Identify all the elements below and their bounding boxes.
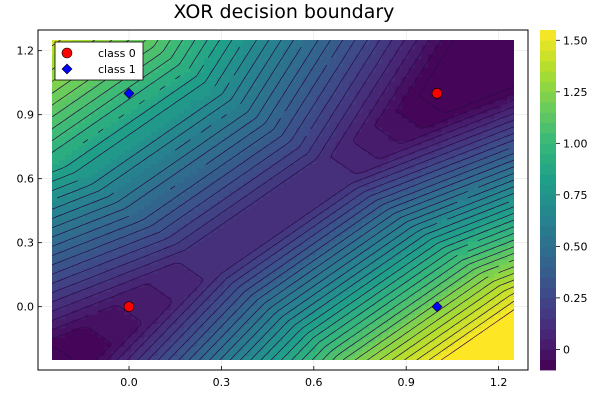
colorbar-band bbox=[540, 256, 556, 268]
point-class-0 bbox=[123, 301, 135, 312]
colorbar-band bbox=[540, 122, 556, 134]
colorbar-band bbox=[540, 215, 556, 227]
x-axis-ticks: 0.0 0.3 0.6 0.9 1.2 bbox=[120, 366, 507, 389]
contour-line bbox=[52, 40, 514, 360]
contour-fill bbox=[52, 40, 514, 360]
x-tick-label: 0.6 bbox=[305, 376, 323, 389]
colorbar-band bbox=[540, 184, 556, 196]
x-tick-label: 1.2 bbox=[490, 376, 508, 389]
colorbar-band bbox=[540, 266, 556, 278]
y-tick-label: 0.3 bbox=[17, 237, 35, 250]
colorbar-band bbox=[540, 60, 556, 72]
contour-line bbox=[52, 40, 514, 360]
colorbar-band bbox=[540, 143, 556, 155]
contour-line bbox=[52, 40, 514, 360]
colorbar-band bbox=[540, 81, 556, 93]
contour-line bbox=[52, 46, 510, 360]
colorbar-band bbox=[540, 102, 556, 113]
contour-line bbox=[52, 40, 514, 360]
y-tick-label: 0.6 bbox=[17, 173, 35, 186]
contour-line bbox=[52, 46, 514, 360]
contour-lines bbox=[52, 40, 514, 360]
colorbar-band bbox=[540, 287, 556, 299]
colorbar-band bbox=[540, 225, 556, 237]
colorbar-band bbox=[540, 133, 556, 144]
colorbar-band bbox=[540, 50, 556, 62]
colorbar-band bbox=[540, 174, 556, 185]
colorbar-band bbox=[540, 308, 556, 319]
colorbar-band bbox=[540, 30, 556, 41]
colorbar-tick-label: 0 bbox=[563, 343, 570, 356]
colorbar-tick-label: 0.25 bbox=[563, 292, 588, 305]
x-tick-label: 0.3 bbox=[213, 376, 231, 389]
colorbar-band bbox=[540, 205, 556, 216]
contour-line bbox=[52, 40, 514, 360]
contour-line bbox=[52, 40, 514, 360]
contour-line bbox=[441, 309, 514, 360]
y-tick-label: 0.0 bbox=[17, 301, 35, 314]
contour-line bbox=[52, 40, 514, 360]
x-tick-label: 0.9 bbox=[397, 376, 415, 389]
y-tick-label: 1.2 bbox=[17, 45, 35, 58]
contour-line bbox=[52, 40, 514, 360]
x-tick-label: 0.0 bbox=[120, 376, 138, 389]
contour-line bbox=[52, 40, 514, 360]
colorbar-band bbox=[540, 91, 556, 103]
point-class-1 bbox=[123, 87, 135, 99]
colorbar-band bbox=[540, 246, 556, 258]
colorbar-levels bbox=[540, 30, 556, 371]
legend-marker-class-1 bbox=[61, 63, 73, 75]
legend-label-class-1: class 1 bbox=[98, 63, 136, 76]
contour-line bbox=[52, 40, 514, 360]
point-class-1 bbox=[431, 301, 443, 313]
contour-line bbox=[52, 40, 514, 360]
colorbar-band bbox=[540, 112, 556, 124]
point-class-0 bbox=[431, 88, 443, 99]
legend-marker-class-0 bbox=[61, 47, 73, 59]
colorbar-tick-label: 1.25 bbox=[563, 86, 588, 99]
contour-line bbox=[52, 40, 514, 360]
colorbar-band bbox=[540, 297, 556, 309]
colorbar-band bbox=[540, 40, 556, 51]
colorbar-band bbox=[540, 349, 556, 361]
colorbar-band bbox=[540, 339, 556, 350]
legend: class 0 class 1 bbox=[54, 41, 144, 81]
contour-line bbox=[428, 300, 514, 360]
legend-box bbox=[54, 41, 144, 81]
contour-line bbox=[416, 292, 514, 360]
colorbar-tick-label: 0.75 bbox=[563, 189, 588, 202]
contour-line bbox=[52, 40, 514, 360]
colorbar-band bbox=[540, 328, 556, 340]
contour-line bbox=[82, 40, 514, 360]
y-axis-ticks: 0.0 0.3 0.6 0.9 1.2 bbox=[17, 45, 42, 314]
contour-line bbox=[52, 40, 514, 360]
y-tick-label: 0.9 bbox=[17, 109, 35, 122]
colorbar-band bbox=[540, 153, 556, 165]
colorbar-ticks: 0 0.25 0.50 0.75 1.00 1.25 1.50 bbox=[556, 34, 588, 356]
colorbar-band bbox=[540, 318, 556, 330]
contour-line bbox=[52, 40, 514, 360]
colorbar: 0 0.25 0.50 0.75 1.00 1.25 1.50 bbox=[540, 30, 588, 371]
contour-line bbox=[56, 40, 514, 360]
contour-line bbox=[52, 40, 514, 360]
contour-line bbox=[52, 40, 514, 360]
colorbar-band bbox=[540, 71, 556, 82]
contour-line bbox=[52, 40, 514, 360]
colorbar-band bbox=[540, 277, 556, 288]
plot-frame bbox=[37, 29, 529, 371]
data-points bbox=[123, 87, 443, 313]
legend-label-class-0: class 0 bbox=[98, 47, 136, 60]
chart-title: XOR decision boundary bbox=[174, 1, 395, 23]
colorbar-tick-label: 1.00 bbox=[563, 137, 588, 150]
contour-line bbox=[52, 40, 514, 360]
colorbar-band bbox=[540, 236, 556, 247]
colorbar-band bbox=[540, 359, 556, 371]
colorbar-tick-label: 1.50 bbox=[563, 34, 588, 47]
contour-line bbox=[52, 40, 510, 360]
contour-line bbox=[52, 40, 514, 360]
colorbar-band bbox=[540, 163, 556, 175]
colorbar-band bbox=[540, 194, 556, 206]
colorbar-tick-label: 0.50 bbox=[563, 240, 588, 253]
